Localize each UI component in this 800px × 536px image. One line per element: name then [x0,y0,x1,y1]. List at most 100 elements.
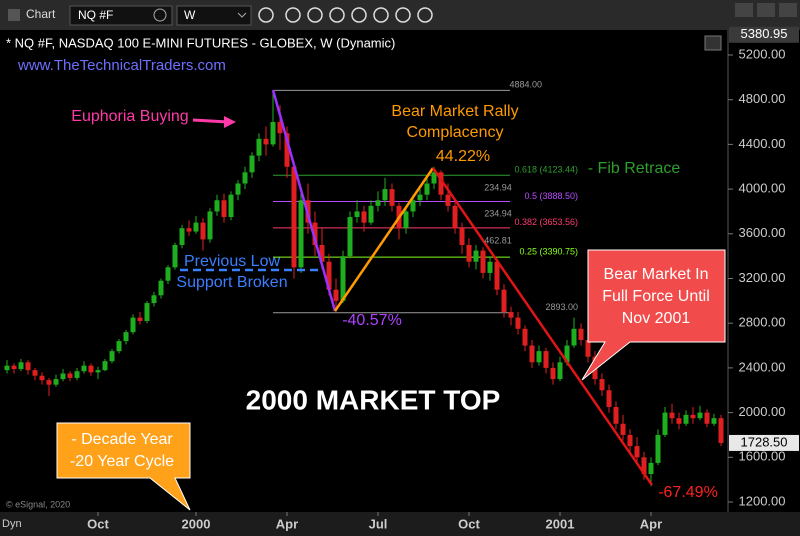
interval-text: W [184,8,196,22]
candle-body [634,446,640,458]
annotation: Complacency [407,124,504,141]
annotation: Full Force Until [602,288,710,305]
candle-body [144,303,150,321]
y-tick-label: 4800.00 [739,91,786,106]
app-icon [8,9,20,21]
candle-body [669,412,675,419]
candle-body [235,183,241,195]
y-tick-label: 1600.00 [739,449,786,464]
annotation: Euphoria Buying [71,108,188,125]
annotation: -20 Year Cycle [70,453,174,470]
y-tick-label: 3600.00 [739,225,786,240]
candle-body [319,244,325,262]
candle-body [32,370,38,376]
candle-body [627,434,633,447]
candle-body [557,362,563,380]
x-tick-label: 2000 [182,516,211,531]
candle-body [536,351,542,363]
candle-body [452,205,458,229]
candle-body [501,289,507,313]
fib-label: 4884.00 [509,80,542,90]
candle-body [81,365,87,372]
candle-body [46,380,52,385]
candle-body [613,407,619,424]
candle-body [578,328,584,340]
y-tick-label: 3200.00 [739,270,786,285]
fib-label: 0.382 (3653.56) [514,217,578,227]
trend-line-bear [431,167,654,486]
icon-twitter[interactable] [395,7,411,23]
chart-title: * NQ #F, NASDAQ 100 E-MINI FUTURES - GLO… [6,35,395,50]
candle-body [662,412,668,435]
candle-body [494,261,500,290]
candle-body [340,256,346,301]
candle-body [445,194,451,206]
x-axis-band [0,512,800,536]
mode-label: Dyn [2,518,22,530]
candle-body [438,172,444,195]
candle-body [487,261,493,273]
candle-body [564,345,570,363]
symbol-menu[interactable] [153,8,167,22]
candle-body [67,373,73,378]
euphoria-arrow [192,118,229,124]
icon-study[interactable] [307,7,323,23]
candle-body [571,328,577,346]
euphoria-arrow-head [224,116,236,128]
trend-line-rally [333,167,435,312]
window-max[interactable] [757,3,775,17]
candle-body [690,414,696,419]
candle-body [543,351,549,368]
annotation: Nov 2001 [622,310,691,327]
annotation: 2000 MARKET TOP [246,384,501,415]
icon-draw[interactable] [285,7,301,23]
symbol-input[interactable] [69,5,173,26]
candle-body [109,351,115,362]
x-tick-label: Apr [276,516,298,531]
candle-body [221,200,227,218]
window-close[interactable] [779,3,797,17]
icon-search[interactable] [351,7,367,23]
candle-body [158,280,164,296]
candle-body [214,200,220,212]
toolbar-icons [258,7,433,23]
candle-body [25,362,31,371]
candle-body [410,200,416,212]
annotation: -40.57% [342,312,402,329]
fib-label: 0.618 (4123.44) [514,165,578,175]
symbol-text: NQ #F [78,8,113,22]
icon-clock[interactable] [258,7,274,23]
candle-body [263,138,269,145]
annotation: Bear Market In [604,266,709,283]
candle-body [480,250,486,273]
window-min[interactable] [735,3,753,17]
candle-body [193,222,199,232]
icon-share[interactable] [373,7,389,23]
candle-body [39,375,45,381]
candle-body [704,412,710,424]
y-tick-label: 5200.00 [739,46,786,61]
interval-menu[interactable] [237,12,247,18]
annotation: Previous Low [184,253,280,270]
icon-facebook[interactable] [417,7,433,23]
candle-body [116,341,122,352]
candle-body [256,138,262,156]
candle-body [599,379,605,391]
candle-body [11,365,17,370]
interval-input[interactable] [176,5,252,26]
icon-pause[interactable] [329,7,345,23]
candle-body [60,373,66,380]
candle-body [249,155,255,173]
expand-button[interactable] [704,35,722,51]
candle-body [200,222,206,240]
bear-callout [581,249,726,381]
fib-note: 462.81 [484,235,512,245]
candle-body [382,189,388,201]
annotation: Support Broken [176,274,287,291]
annotation: -67.49% [658,484,718,501]
candle-body [459,228,465,245]
candle-body [354,211,360,218]
price-marker-label: 1728.50 [741,434,788,449]
candle-body [179,228,185,245]
